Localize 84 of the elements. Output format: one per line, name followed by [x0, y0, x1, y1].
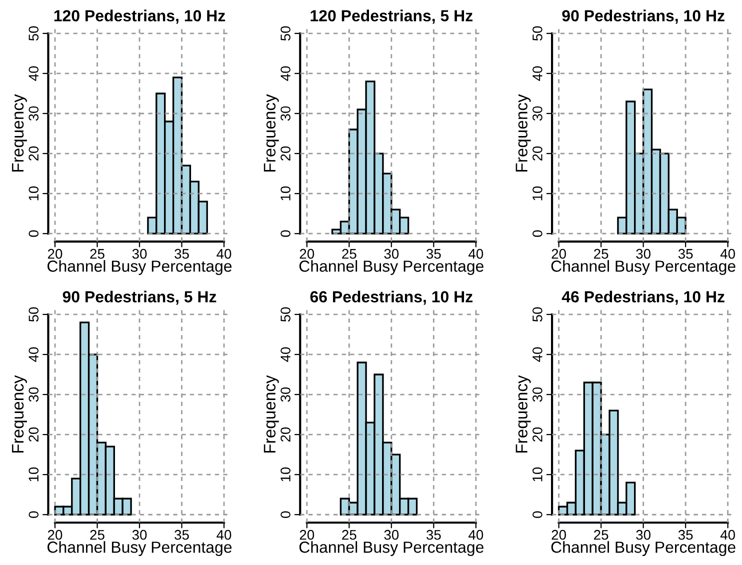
chart-title: 66 Pedestrians, 10 Hz [310, 290, 473, 305]
x-axis-title: Channel Busy Percentage [299, 541, 484, 556]
y-tick-label: 30 [532, 387, 542, 402]
y-tick-label: 40 [28, 347, 39, 362]
x-tick-label: 25 [90, 248, 104, 259]
chart-title: 90 Pedestrians, 10 Hz [562, 10, 724, 24]
x-tick-label: 20 [48, 530, 62, 540]
x-tick-label: 20 [300, 530, 314, 540]
x-tick-label: 40 [468, 530, 484, 540]
x-tick-label: 30 [636, 248, 650, 259]
y-axis-title: Frequency [516, 375, 531, 453]
x-tick-label: 40 [216, 530, 232, 540]
x-tick-label: 20 [48, 248, 62, 259]
y-tick-label: 30 [280, 387, 290, 402]
x-axis-title: Channel Busy Percentage [299, 260, 484, 275]
x-tick-label: 35 [678, 248, 693, 259]
y-tick-label: 50 [532, 26, 542, 41]
chart-title: 46 Pedestrians, 10 Hz [562, 290, 724, 305]
y-axis-title: Frequency [516, 94, 531, 172]
x-tick-label: 30 [384, 530, 399, 540]
y-tick-label: 40 [532, 66, 542, 81]
y-tick-label: 10 [28, 467, 39, 482]
y-tick-label: 50 [280, 26, 290, 41]
y-axis-title: Frequency [12, 375, 27, 453]
y-tick-label: 10 [532, 186, 542, 200]
y-tick-label: 40 [28, 66, 39, 81]
y-tick-label: 10 [28, 186, 39, 200]
x-tick-label: 20 [300, 248, 314, 259]
x-tick-label: 30 [384, 248, 399, 259]
x-axis-title: Channel Busy Percentage [551, 260, 736, 275]
y-tick-label: 20 [28, 146, 39, 161]
x-tick-label: 35 [426, 248, 441, 259]
y-tick-label: 20 [532, 146, 542, 161]
y-tick-label: 50 [28, 26, 39, 41]
y-tick-label: 10 [280, 186, 290, 200]
y-tick-label: 40 [280, 66, 290, 81]
x-tick-label: 20 [552, 248, 566, 259]
x-tick-label: 25 [342, 248, 356, 259]
x-tick-label: 35 [174, 248, 189, 259]
y-tick-label: 30 [28, 106, 39, 121]
x-axis-title: Channel Busy Percentage [551, 541, 736, 556]
x-tick-label: 40 [468, 248, 484, 259]
x-axis-title: Channel Busy Percentage [48, 541, 232, 556]
y-axis-title: Frequency [264, 94, 279, 172]
x-tick-label: 30 [132, 248, 147, 259]
x-tick-label: 40 [720, 248, 735, 259]
y-tick-label: 20 [28, 427, 39, 442]
y-tick-label: 50 [280, 307, 290, 322]
chart-title: 120 Pedestrians, 10 Hz [54, 10, 226, 24]
y-tick-label: 20 [532, 427, 542, 442]
y-axis-title: Frequency [264, 375, 279, 453]
x-tick-label: 40 [720, 530, 735, 540]
y-tick-label: 10 [532, 467, 542, 482]
y-tick-label: 40 [280, 347, 290, 362]
x-tick-label: 20 [552, 530, 566, 540]
x-tick-label: 25 [342, 530, 356, 540]
x-axis-title: Channel Busy Percentage [48, 260, 232, 275]
y-tick-label: 0 [532, 230, 542, 237]
chart-title: 120 Pedestrians, 5 Hz [310, 10, 473, 24]
y-tick-label: 20 [280, 146, 290, 161]
y-tick-label: 30 [28, 387, 39, 402]
y-tick-label: 0 [532, 511, 542, 518]
y-tick-label: 0 [28, 511, 39, 518]
x-tick-label: 25 [90, 530, 104, 540]
y-tick-label: 30 [280, 106, 290, 121]
y-tick-label: 10 [280, 467, 290, 482]
chart-title: 90 Pedestrians, 5 Hz [62, 290, 216, 305]
x-tick-label: 35 [426, 530, 441, 540]
x-tick-label: 25 [594, 248, 608, 259]
x-tick-label: 40 [216, 248, 232, 259]
y-tick-label: 50 [532, 307, 542, 322]
y-tick-label: 40 [532, 347, 542, 362]
y-axis-title: Frequency [12, 94, 27, 172]
x-tick-label: 30 [132, 530, 147, 540]
x-tick-label: 35 [174, 530, 189, 540]
y-tick-label: 0 [280, 230, 290, 237]
x-tick-label: 30 [636, 530, 650, 540]
y-tick-label: 20 [280, 427, 290, 442]
y-tick-label: 0 [280, 511, 290, 518]
y-tick-label: 30 [532, 106, 542, 121]
y-tick-label: 0 [28, 230, 39, 237]
x-tick-label: 25 [594, 530, 608, 540]
y-tick-label: 50 [28, 307, 39, 322]
x-tick-label: 35 [678, 530, 693, 540]
